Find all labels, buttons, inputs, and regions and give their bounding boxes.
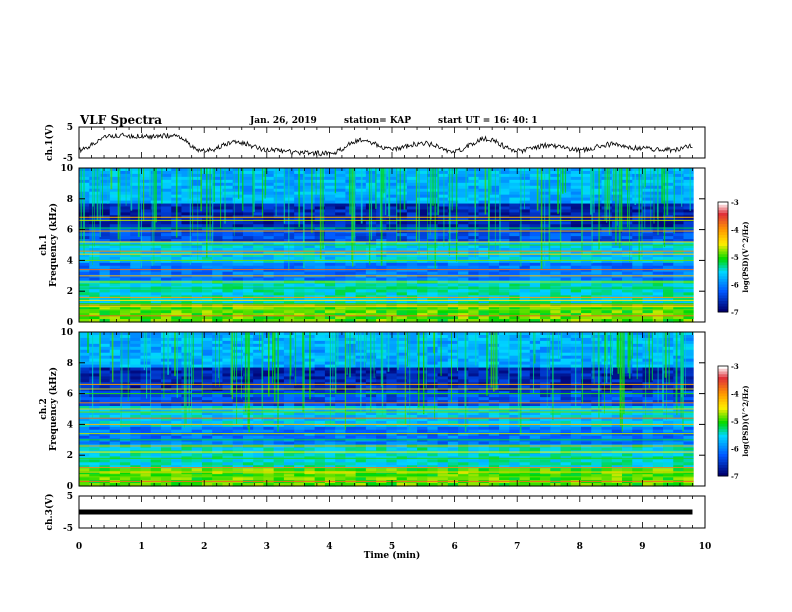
date-label: Jan. 26, 2019 <box>250 116 317 126</box>
y-tick-label: 6 <box>67 226 73 236</box>
y-tick-label: 0 <box>67 482 73 492</box>
ch1-voltage-trace <box>78 132 693 157</box>
y-tick-label: 8 <box>67 359 73 369</box>
chart-title: VLF Spectra <box>80 113 163 127</box>
y-tick-label: 8 <box>67 195 73 205</box>
spectrogram-ch2 <box>78 332 705 487</box>
colorbar-tick-label: -7 <box>731 308 739 317</box>
x-tick-label: 5 <box>389 542 395 552</box>
colorbar <box>717 201 729 313</box>
colorbar-tick-label: -5 <box>731 417 739 426</box>
colorbar-label: log(PSD)(V^2/Hz) <box>741 221 750 292</box>
colorbar-tick-label: -6 <box>731 445 739 454</box>
start-time-label: start UT = 16: 40: 1 <box>438 116 538 126</box>
x-tick-label: 4 <box>326 542 332 552</box>
colorbar-tick-label: -5 <box>731 253 739 262</box>
x-tick-label: 2 <box>201 542 207 552</box>
x-tick-label: 10 <box>699 542 712 552</box>
x-tick-label: 8 <box>577 542 583 552</box>
y-axis-label: Frequency (kHz) <box>48 367 59 451</box>
y-tick-label: -5 <box>63 154 73 164</box>
y-tick-label: 0 <box>67 318 73 328</box>
y-tick-label: 4 <box>67 256 73 266</box>
colorbar-tick-label: -7 <box>731 472 739 481</box>
colorbar-tick-label: -4 <box>731 390 739 399</box>
spectrogram-ch1 <box>79 168 705 323</box>
colorbar-tick-label: -3 <box>731 198 739 207</box>
y-axis-prefix: ch.2 <box>39 398 49 419</box>
x-tick-label: 6 <box>451 542 457 552</box>
y-axis-prefix: ch.1 <box>39 234 49 255</box>
y-tick-label: 4 <box>67 420 73 430</box>
y-tick-label: 2 <box>67 451 73 461</box>
y-tick-label: 2 <box>67 287 73 297</box>
station-label: station= KAP <box>344 116 412 126</box>
colorbar-tick-label: -4 <box>731 226 739 235</box>
x-tick-label: 0 <box>76 542 82 552</box>
y-tick-label: 6 <box>67 390 73 400</box>
y-tick-label: 10 <box>60 164 73 174</box>
colorbar-tick-label: -3 <box>731 362 739 371</box>
y-axis-label: Frequency (kHz) <box>48 203 59 287</box>
colorbar-label: log(PSD)(V^2/Hz) <box>741 385 750 456</box>
y-axis-label: ch.3(V) <box>44 494 55 531</box>
y-tick-label: 5 <box>67 492 73 502</box>
y-axis-label: ch.1(V) <box>44 124 55 161</box>
y-tick-label: 10 <box>60 328 73 338</box>
x-tick-label: 3 <box>264 542 270 552</box>
colorbar <box>717 365 729 477</box>
x-axis-label: Time (min) <box>364 550 421 561</box>
colorbar-tick-label: -6 <box>731 281 739 290</box>
x-tick-label: 9 <box>639 542 645 552</box>
x-tick-label: 7 <box>514 542 520 552</box>
y-tick-label: -5 <box>63 524 73 534</box>
y-tick-label: 5 <box>67 123 73 133</box>
x-tick-label: 1 <box>138 542 144 552</box>
